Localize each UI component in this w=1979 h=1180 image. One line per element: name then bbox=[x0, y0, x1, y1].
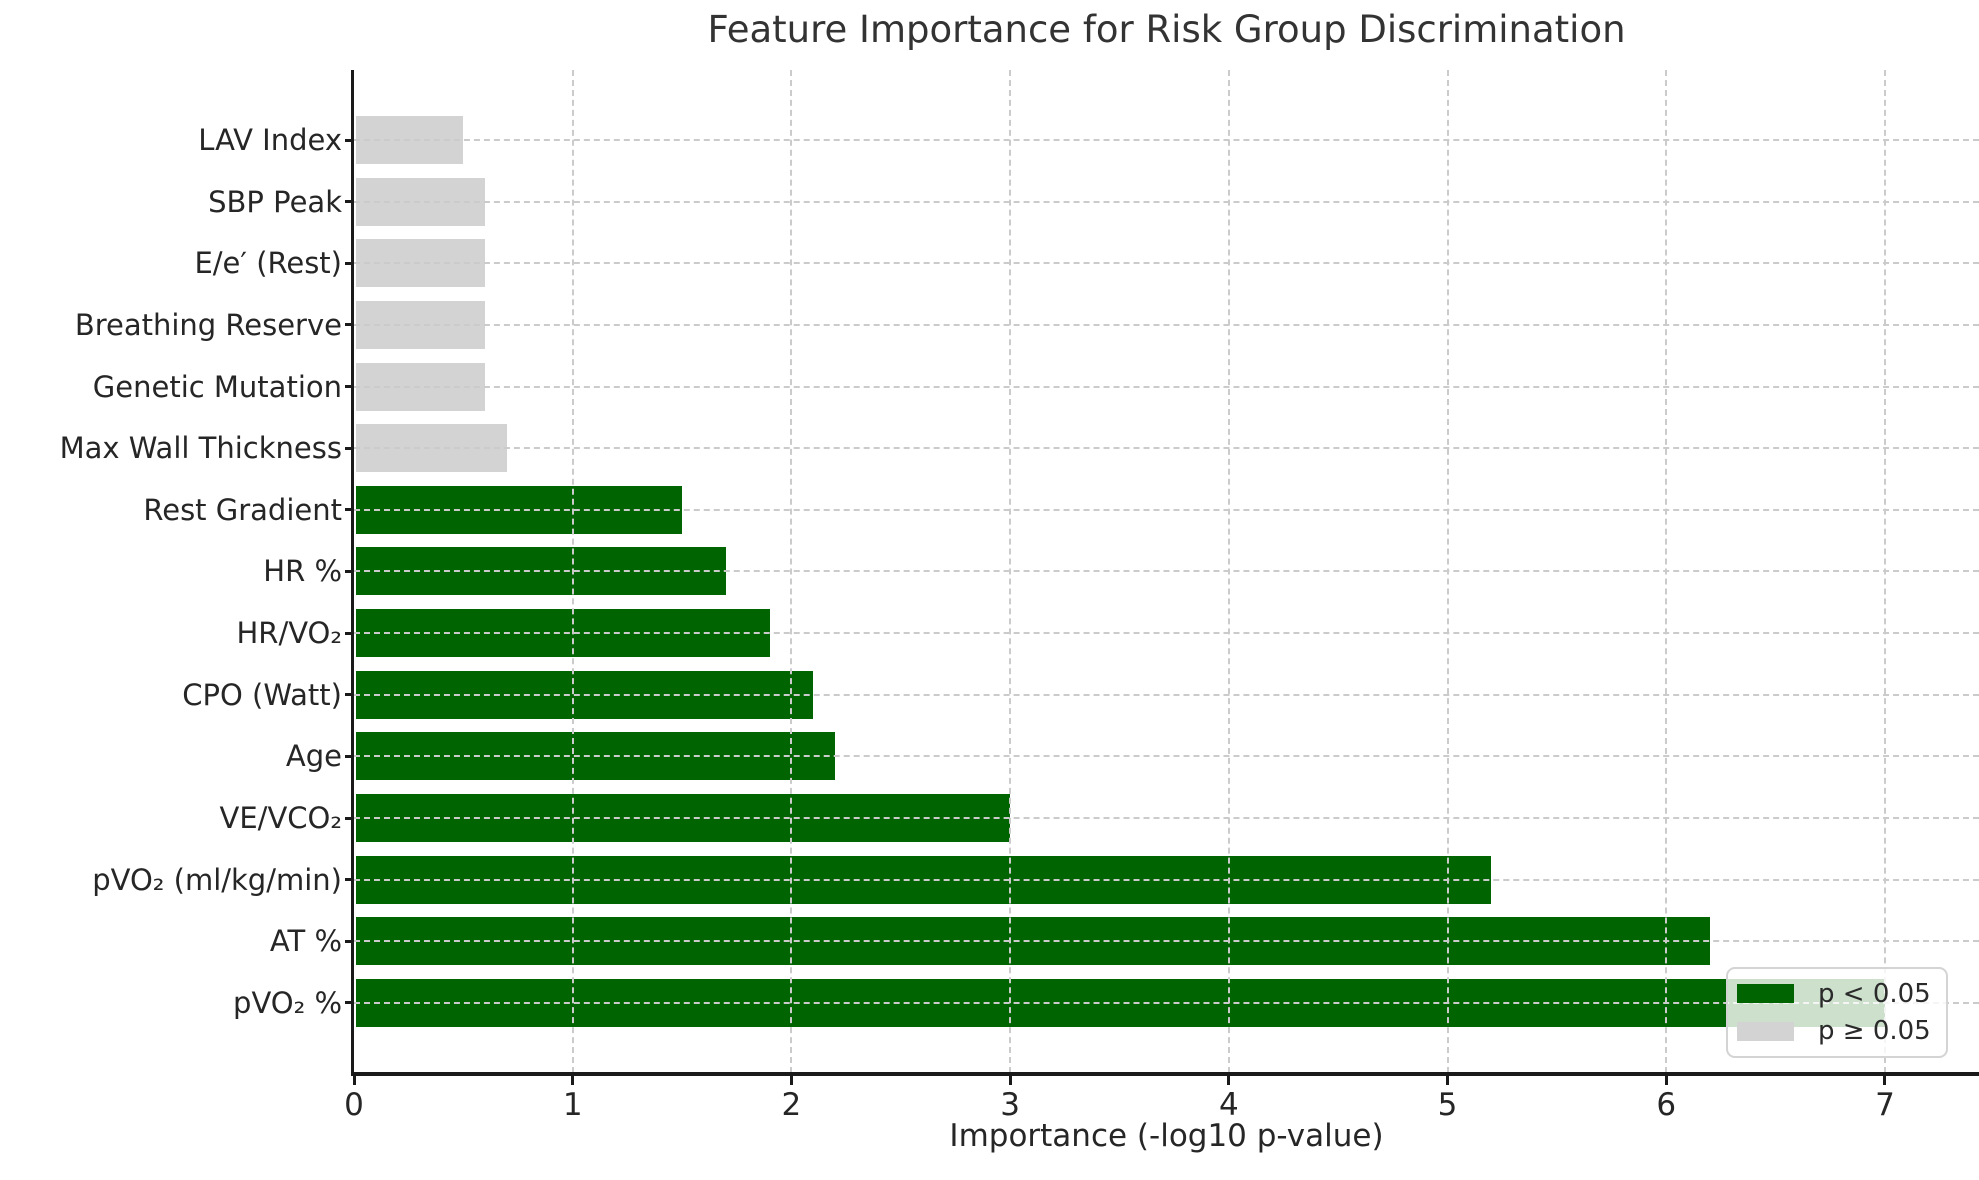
y-tick bbox=[345, 200, 354, 204]
x-tick-label: 0 bbox=[344, 1087, 364, 1123]
y-tick bbox=[345, 878, 354, 882]
y-tick-label: LAV Index bbox=[198, 123, 342, 157]
y-tick bbox=[345, 323, 354, 327]
x-tick-label: 2 bbox=[781, 1087, 802, 1123]
gridline-vertical bbox=[571, 70, 574, 1073]
x-tick bbox=[1883, 1074, 1887, 1085]
x-tick-label: 4 bbox=[1218, 1087, 1239, 1123]
legend-entry: p < 0.05 bbox=[1737, 979, 1946, 1009]
x-tick-label: 3 bbox=[1000, 1087, 1020, 1123]
gridline-horizontal bbox=[354, 139, 1979, 141]
gridline-horizontal bbox=[354, 632, 1979, 635]
y-tick bbox=[345, 385, 354, 389]
legend-entry: p ≥ 0.05 bbox=[1737, 1016, 1946, 1046]
y-tick-label: Genetic Mutation bbox=[92, 369, 342, 404]
legend-swatch-significant bbox=[1737, 984, 1794, 1004]
y-tick bbox=[345, 446, 354, 450]
gridline-vertical bbox=[790, 70, 793, 1073]
y-tick-label: Max Wall Thickness bbox=[59, 431, 342, 466]
x-tick bbox=[1446, 1074, 1450, 1085]
gridline-horizontal bbox=[354, 693, 1979, 696]
gridline-horizontal bbox=[354, 323, 1979, 326]
x-tick bbox=[571, 1074, 575, 1085]
legend-swatch-nonsignificant bbox=[1737, 1021, 1794, 1041]
x-tick bbox=[352, 1074, 356, 1085]
gridline-horizontal bbox=[354, 385, 1979, 388]
legend: p < 0.05 p ≥ 0.05 bbox=[1726, 967, 1948, 1058]
y-tick bbox=[345, 508, 354, 512]
y-tick-label: Age bbox=[285, 739, 342, 774]
x-tick-label: 6 bbox=[1656, 1087, 1677, 1123]
y-tick bbox=[345, 754, 354, 758]
y-tick bbox=[345, 1001, 354, 1005]
y-tick bbox=[345, 816, 354, 820]
y-tick-label: Breathing Reserve bbox=[74, 307, 342, 342]
y-tick-label: VE/VCO₂ bbox=[219, 801, 342, 836]
gridline-horizontal bbox=[354, 1001, 1979, 1004]
gridline-horizontal bbox=[354, 755, 1979, 758]
y-tick-label: pVO₂ (ml/kg/min) bbox=[92, 862, 342, 897]
y-tick-label: Rest Gradient bbox=[143, 492, 342, 527]
y-tick bbox=[345, 569, 354, 573]
y-tick bbox=[345, 631, 354, 635]
legend-label: p ≥ 0.05 bbox=[1818, 1016, 1931, 1047]
gridline-horizontal bbox=[354, 570, 1979, 573]
y-axis-spine bbox=[351, 70, 354, 1076]
y-tick bbox=[345, 261, 354, 265]
y-tick-label: pVO₂ % bbox=[233, 985, 342, 1020]
gridline-horizontal bbox=[354, 878, 1979, 881]
y-tick-label: SBP Peak bbox=[208, 184, 342, 219]
gridline-horizontal bbox=[354, 940, 1979, 943]
x-axis-spine bbox=[351, 1072, 1979, 1076]
y-tick-label: HR % bbox=[263, 554, 342, 589]
gridline-horizontal bbox=[354, 508, 1979, 511]
y-tick-label: E/e′ (Rest) bbox=[194, 246, 342, 281]
gridline-vertical bbox=[1009, 70, 1012, 1073]
y-tick bbox=[345, 939, 354, 943]
y-tick-label: HR/VO₂ bbox=[236, 616, 342, 651]
x-axis-label: Importance (-log10 p-value) bbox=[949, 1118, 1384, 1154]
x-tick-label: 1 bbox=[562, 1087, 583, 1123]
x-tick bbox=[1664, 1074, 1668, 1085]
legend-label: p < 0.05 bbox=[1818, 978, 1931, 1009]
gridline-horizontal bbox=[354, 447, 1979, 450]
y-tick bbox=[345, 693, 354, 697]
x-tick-label: 7 bbox=[1875, 1087, 1895, 1123]
y-tick-label: CPO (Watt) bbox=[182, 677, 342, 712]
gridline-vertical bbox=[1883, 70, 1886, 1073]
x-tick-label: 5 bbox=[1437, 1087, 1458, 1123]
gridline-horizontal bbox=[354, 200, 1979, 203]
gridline-vertical bbox=[1227, 70, 1230, 1073]
gridline-horizontal bbox=[354, 817, 1979, 820]
gridline-horizontal bbox=[354, 262, 1979, 265]
y-tick-label: AT % bbox=[269, 924, 342, 959]
chart-title: Feature Importance for Risk Group Discri… bbox=[707, 8, 1626, 51]
gridline-vertical bbox=[1446, 70, 1449, 1073]
gridline-vertical bbox=[1665, 70, 1668, 1073]
y-tick bbox=[345, 138, 354, 142]
x-tick bbox=[1227, 1074, 1231, 1085]
x-tick bbox=[789, 1074, 793, 1085]
x-tick bbox=[1008, 1074, 1012, 1085]
